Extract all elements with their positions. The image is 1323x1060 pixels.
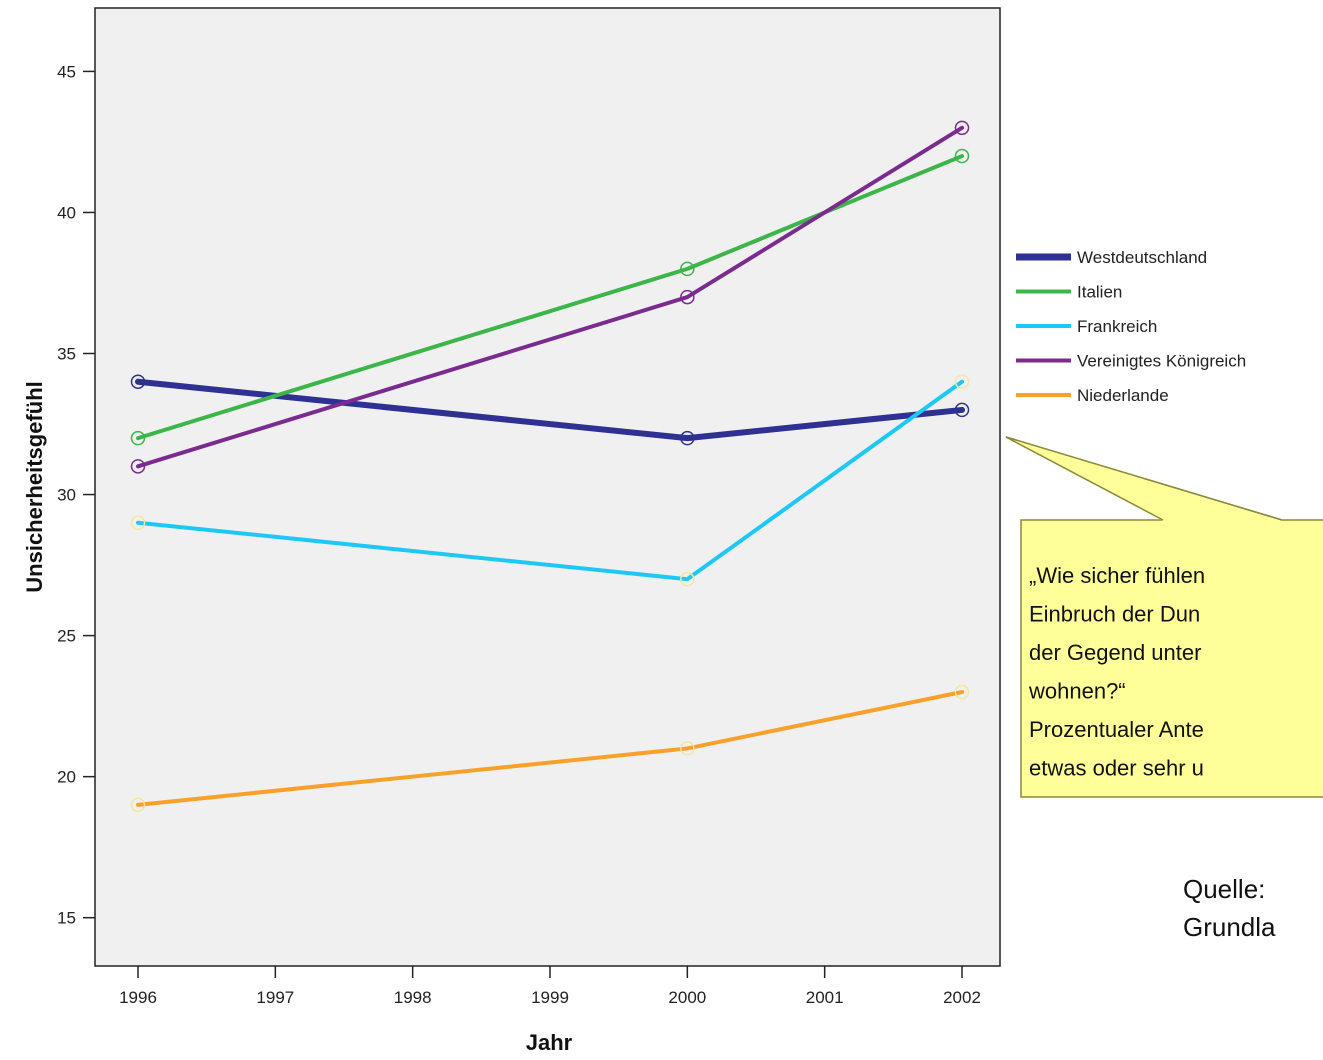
legend-label: Frankreich [1077, 317, 1157, 336]
callout-line: Einbruch der Dun [1029, 602, 1200, 627]
plot-area [94, 7, 1001, 967]
y-tick-label: 15 [57, 909, 76, 928]
legend: Westdeutschland Italien Frankreich Vereinig… [1016, 248, 1246, 405]
data-point-vereinigtes-k-nigreich [130, 459, 146, 474]
x-tick-label: 1996 [119, 988, 157, 1007]
series-line-westdeutschland [135, 378, 965, 442]
legend-label: Italien [1077, 283, 1122, 302]
callout-line: der Gegend unter [1029, 640, 1201, 665]
data-point-vereinigtes-k-nigreich [954, 120, 970, 136]
data-point-italien [954, 148, 970, 164]
callout-bubble [1021, 520, 1323, 797]
callout-text: „Wie sicher fühlen Einbruch der Dun der Ge… [1028, 563, 1205, 781]
data-point-italien [680, 261, 695, 277]
series-line-vereinigtes-k-nigreich [136, 125, 964, 469]
source-line: Quelle: [1183, 874, 1265, 904]
data-point-italien [130, 430, 146, 446]
callout-line: wohnen?“ [1028, 679, 1126, 704]
data-point-frankreich [130, 515, 146, 531]
callout-line: etwas oder sehr u [1029, 756, 1204, 781]
series-line-frankreich [136, 379, 964, 582]
data-point-westdeutschland [130, 374, 146, 389]
legend-label: Westdeutschland [1077, 248, 1207, 267]
data-point-niederlande [130, 797, 146, 813]
data-point-westdeutschland [680, 430, 695, 446]
x-tick-label: 2000 [668, 988, 706, 1007]
x-tick-label: 2001 [806, 988, 844, 1007]
y-axis: 15 20 25 30 35 40 45 [57, 62, 95, 928]
source-line: Grundla [1183, 912, 1276, 942]
source-note: Quelle: Grundla [1183, 874, 1276, 942]
data-point-niederlande [680, 741, 695, 756]
data-point-westdeutschland [954, 402, 970, 418]
x-tick-label: 1998 [394, 988, 432, 1007]
x-axis: 1996 1997 1998 1999 2000 2001 2002 [119, 966, 981, 1007]
y-tick-label: 40 [57, 203, 76, 222]
x-axis-title: Jahr [526, 1030, 573, 1055]
series-line-italien [136, 154, 964, 441]
data-point-frankreich [954, 374, 970, 389]
x-tick-label: 1997 [256, 988, 294, 1007]
data-point-frankreich [680, 571, 695, 587]
y-tick-label: 30 [57, 486, 76, 505]
callout-box: „Wie sicher fühlen Einbruch der Dun der Ge… [1005, 436, 1323, 798]
legend-label: Niederlande [1077, 386, 1169, 405]
x-tick-label: 1999 [531, 988, 569, 1007]
data-point-vereinigtes-k-nigreich [680, 289, 695, 305]
y-tick-label: 35 [57, 345, 76, 364]
y-tick-label: 20 [57, 768, 76, 787]
callout-line: Prozentualer Ante [1029, 717, 1204, 742]
y-axis-title: Unsicherheitsgefühl [22, 381, 47, 592]
x-tick-label: 2002 [943, 988, 981, 1007]
y-tick-label: 45 [57, 62, 76, 81]
legend-label: Vereinigtes Königreich [1077, 352, 1246, 371]
series-layer [130, 120, 970, 813]
data-point-niederlande [954, 684, 970, 700]
y-tick-label: 25 [57, 627, 76, 646]
series-line-niederlande [136, 690, 964, 807]
callout-line: „Wie sicher fühlen [1029, 563, 1205, 588]
